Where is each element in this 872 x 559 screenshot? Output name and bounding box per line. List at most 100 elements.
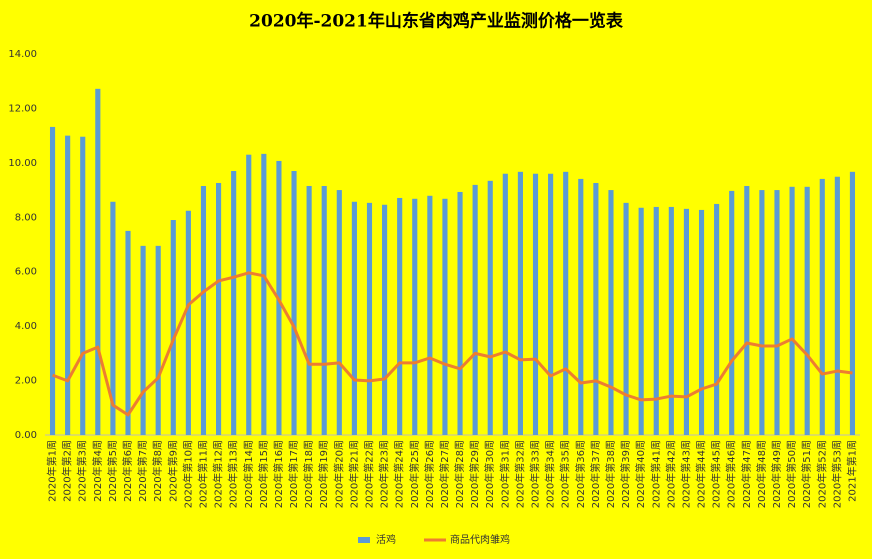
x-tick-label: 2020年第36周 — [574, 440, 587, 508]
bar — [502, 173, 508, 435]
bar — [200, 185, 207, 435]
x-tick-label: 2020年第23周 — [378, 440, 391, 508]
bar — [548, 173, 554, 435]
x-tick-label: 2020年第22周 — [362, 440, 375, 508]
bar — [593, 182, 599, 435]
x-tick-label: 2020年第47周 — [740, 440, 753, 508]
bar — [849, 171, 856, 435]
bar — [49, 126, 56, 435]
bar — [215, 182, 222, 435]
x-tick-label: 2020年第21周 — [347, 440, 360, 508]
bar — [744, 185, 750, 435]
bar — [789, 186, 795, 435]
y-tick-label: 2.00 — [15, 376, 37, 387]
y-tick-label: 0.00 — [15, 430, 37, 441]
x-tick-label: 2020年第53周 — [830, 440, 843, 508]
x-tick-label: 2020年第16周 — [272, 440, 285, 508]
x-tick-label: 2020年第46周 — [725, 440, 738, 508]
y-tick-label: 10.00 — [8, 158, 37, 169]
bar — [65, 135, 71, 435]
bar — [140, 245, 146, 435]
bar — [442, 198, 448, 435]
bar — [382, 204, 388, 435]
x-tick-label: 2020年第18周 — [302, 440, 315, 508]
bar — [834, 176, 840, 435]
x-tick-label: 2020年第41周 — [649, 440, 662, 508]
legend-label: 活鸡 — [376, 533, 396, 546]
x-tick-label: 2020年第35周 — [559, 440, 572, 508]
bar — [457, 191, 463, 435]
bar — [472, 184, 478, 435]
x-tick-label: 2020年第2周 — [61, 440, 74, 502]
y-tick-label: 14.00 — [8, 49, 37, 60]
x-tick-label: 2020年第48周 — [755, 440, 768, 508]
bar — [623, 202, 629, 435]
x-tick-label: 2020年第25周 — [408, 440, 421, 508]
x-tick-label: 2020年第43周 — [679, 440, 692, 508]
y-tick-label: 4.00 — [15, 321, 37, 332]
bar — [412, 198, 418, 435]
bar — [608, 190, 614, 435]
x-tick-label: 2020年第38周 — [604, 440, 617, 508]
x-tick-label: 2020年第7周 — [136, 440, 149, 502]
bar — [231, 171, 237, 435]
x-tick-label: 2020年第27周 — [438, 440, 451, 508]
line — [52, 271, 853, 417]
bar — [185, 210, 191, 435]
bar — [306, 185, 312, 435]
x-tick-label: 2020年第24周 — [393, 440, 406, 508]
x-tick-label: 2020年第37周 — [589, 440, 602, 508]
bar — [246, 154, 252, 435]
bar — [759, 190, 765, 435]
bar — [653, 206, 659, 435]
bar — [487, 180, 493, 435]
x-tick-label: 2020年第8周 — [151, 440, 164, 502]
x-tick-label: 2020年第5周 — [106, 440, 119, 502]
x-tick-label: 2020年第13周 — [227, 440, 240, 508]
x-tick-label: 2020年第1周 — [46, 440, 59, 502]
bar — [366, 202, 373, 435]
bar — [110, 201, 116, 435]
bar — [336, 190, 342, 435]
x-tick-label: 2020年第44周 — [695, 440, 708, 508]
x-tick-label: 2020年第33周 — [529, 440, 542, 508]
bar — [683, 208, 690, 435]
x-tick-label: 2020年第49周 — [770, 440, 783, 508]
chart-title: 2020年-2021年山东省肉鸡产业监测价格一览表 — [249, 11, 624, 32]
x-tick-label: 2020年第31周 — [498, 440, 511, 508]
y-tick-label: 8.00 — [15, 212, 37, 223]
x-tick-label: 2020年第6周 — [121, 440, 134, 502]
bar — [80, 136, 86, 435]
bar — [668, 206, 674, 435]
x-tick-label: 2020年第52周 — [815, 440, 828, 508]
x-tick-label: 2020年第9周 — [166, 440, 179, 502]
x-tick-label: 2020年第29周 — [468, 440, 481, 508]
bar — [638, 207, 644, 435]
bar — [170, 220, 176, 435]
bar — [291, 171, 297, 435]
bar — [95, 88, 101, 435]
bar — [155, 245, 161, 435]
x-tick-label: 2020年第17周 — [287, 440, 300, 508]
bar — [532, 173, 539, 435]
bar — [578, 178, 584, 435]
x-tick-label: 2020年第12周 — [212, 440, 225, 508]
bar — [729, 190, 735, 435]
y-tick-label: 6.00 — [15, 267, 37, 278]
bar — [563, 171, 569, 435]
x-tick-label: 2020年第14周 — [242, 440, 255, 508]
x-tick-label: 2020年第39周 — [619, 440, 632, 508]
x-tick-label: 2020年第20周 — [332, 440, 345, 508]
y-tick-label: 12.00 — [8, 103, 37, 114]
bar — [517, 171, 523, 435]
bar — [397, 197, 403, 435]
x-tick-label: 2020年第26周 — [423, 440, 436, 508]
bar — [774, 190, 780, 435]
x-tick-label: 2020年第34周 — [544, 440, 557, 508]
bar — [321, 185, 327, 435]
bar — [351, 201, 357, 435]
bar — [698, 209, 705, 435]
x-tick-label: 2020年第51周 — [800, 440, 813, 508]
bar — [125, 230, 131, 435]
